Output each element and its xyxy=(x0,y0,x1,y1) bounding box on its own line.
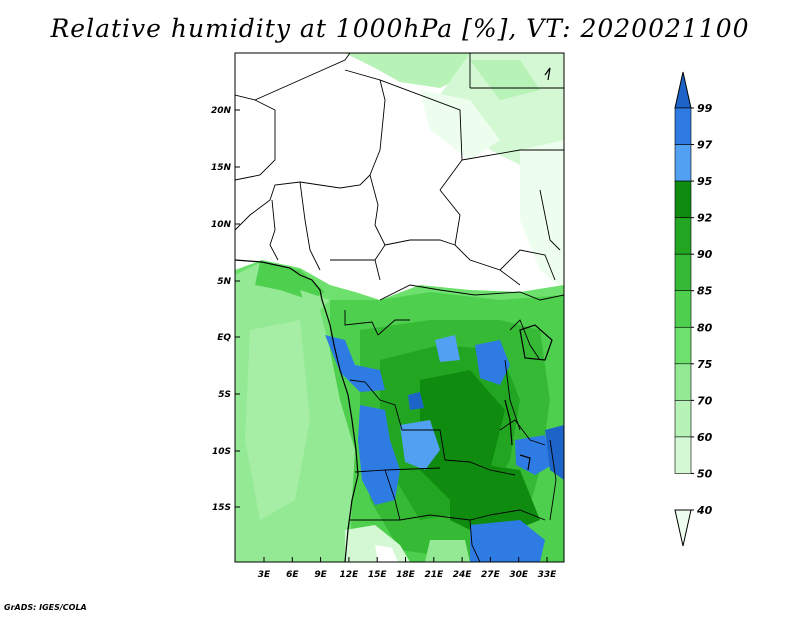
colorbar-segment xyxy=(674,290,692,328)
colorbar-label: 90 xyxy=(697,248,713,261)
colorbar-label: 85 xyxy=(697,285,713,298)
lon-label: 9E xyxy=(314,570,327,580)
colorbar-segment xyxy=(674,107,692,145)
country-borders xyxy=(235,53,564,562)
lat-label: 20N xyxy=(211,106,232,116)
lon-label: 27E xyxy=(481,570,501,580)
map-title: Relative humidity at 1000hPa [%], VT: 20… xyxy=(50,14,750,43)
colorbar-label: 75 xyxy=(697,358,713,371)
lat-label: 5S xyxy=(218,390,231,400)
lon-label: 12E xyxy=(340,570,360,580)
map-frame xyxy=(234,52,565,563)
colorbar-segment xyxy=(674,180,692,218)
longitude-axis: 3E 6E 9E 12E 15E 18E 21E 24E 27E 30E 33E xyxy=(258,557,557,580)
colorbar-segment xyxy=(674,326,692,365)
map-panel xyxy=(235,53,564,562)
lon-label: 33E xyxy=(538,570,558,580)
latitude-axis: 20N 15N 10N 5N EQ 5S 10S 15S xyxy=(211,106,240,513)
lat-label: EQ xyxy=(217,333,231,343)
lon-label: 24E xyxy=(453,570,473,580)
colorbar-label: 70 xyxy=(697,394,713,407)
lon-label: 3E xyxy=(258,570,271,580)
colorbar-label: 92 xyxy=(697,212,713,225)
colorbar-top-arrow xyxy=(674,71,692,109)
lat-label: 10S xyxy=(212,447,231,457)
colorbar-segment xyxy=(674,400,692,438)
lat-label: 5N xyxy=(217,277,231,287)
colorbar-bottom-arrow xyxy=(674,509,692,547)
lon-label: 6E xyxy=(286,570,299,580)
colorbar-label: 80 xyxy=(697,321,713,334)
colorbar-segment xyxy=(674,217,692,255)
lon-label: 30E xyxy=(509,570,529,580)
humidity-field xyxy=(235,53,564,562)
colorbar-segment xyxy=(674,144,692,182)
lon-label: 21E xyxy=(424,570,444,580)
lat-label: 15N xyxy=(211,163,232,173)
colorbar-label: 60 xyxy=(697,431,713,444)
colorbar-segment xyxy=(674,253,692,292)
colorbar-segment xyxy=(674,363,692,401)
colorbar-segment xyxy=(674,436,692,474)
coastlines-lakes xyxy=(235,67,553,562)
lon-label: 15E xyxy=(368,570,388,580)
lat-label: 15S xyxy=(212,503,231,513)
lon-label: 18E xyxy=(396,570,416,580)
colorbar: 99 97 95 92 90 85 80 75 70 60 50 40 xyxy=(674,71,713,547)
colorbar-label: 97 xyxy=(697,139,713,152)
footer-credit: GrADS: IGES/COLA xyxy=(4,603,87,612)
lat-label: 10N xyxy=(211,220,232,230)
colorbar-label: 50 xyxy=(697,467,713,480)
colorbar-label: 40 xyxy=(696,504,713,517)
colorbar-label: 95 xyxy=(697,175,713,188)
colorbar-label: 99 xyxy=(697,102,713,115)
